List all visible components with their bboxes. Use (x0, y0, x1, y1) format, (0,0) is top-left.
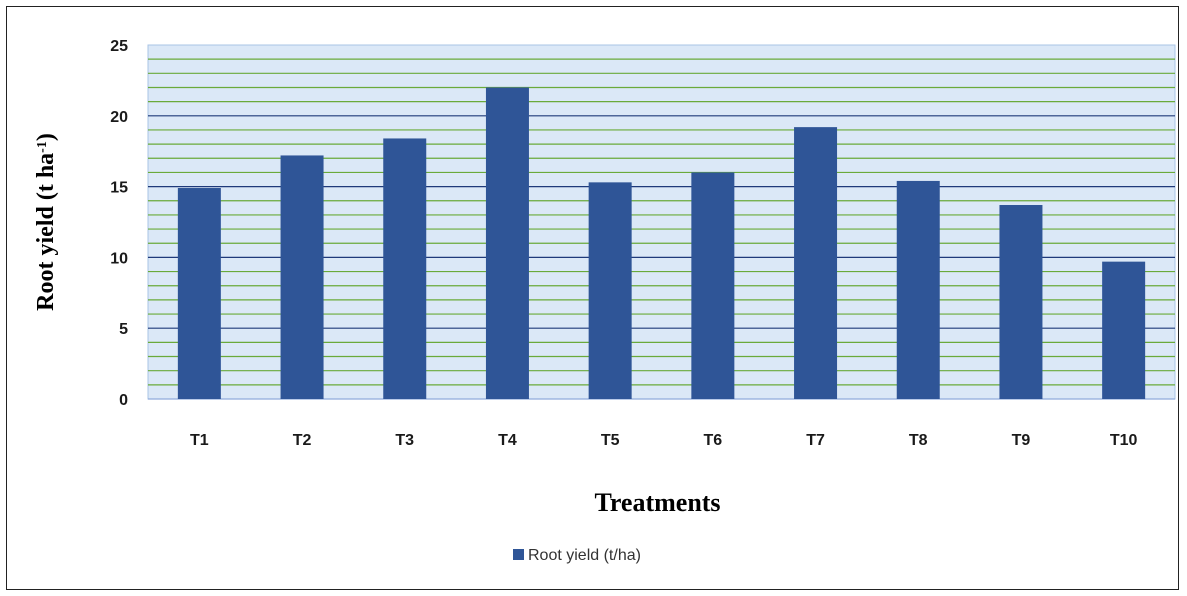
bar-chart: 0 5 10 15 20 25 T1 T2 T3 T4 T5 T6 T7 T8 T9 T10 Root yi… (33, 38, 1176, 564)
x-tick-label: T3 (395, 432, 414, 449)
bar-t7 (794, 127, 838, 400)
bar-t8 (896, 180, 940, 399)
x-axis-title: Treatments (594, 488, 720, 517)
bar-t3 (383, 138, 427, 399)
y-tick-labels: 0 5 10 15 20 25 (110, 38, 128, 409)
bar-t2 (280, 155, 324, 399)
x-tick-label: T9 (1012, 432, 1031, 449)
y-tick-label: 20 (110, 109, 128, 126)
x-tick-label: T5 (601, 432, 620, 449)
x-tick-label: T8 (909, 432, 928, 449)
y-tick-label: 0 (119, 392, 128, 409)
legend: Root yield (t/ha) (513, 547, 641, 564)
x-tick-label: T4 (498, 432, 517, 449)
x-tick-label: T6 (704, 432, 723, 449)
x-tick-label: T7 (806, 432, 825, 449)
bar-t10 (1102, 261, 1146, 399)
bar-t6 (691, 172, 735, 399)
y-axis-title-close: ) (33, 133, 59, 141)
bar-t5 (588, 182, 632, 399)
y-tick-label: 5 (119, 321, 128, 338)
y-axis-title: Root yield (t ha-1) (33, 133, 59, 311)
y-axis-title-main: Root yield (t ha (33, 153, 59, 311)
legend-label: Root yield (t/ha) (528, 547, 641, 564)
chart-frame: 0 5 10 15 20 25 T1 T2 T3 T4 T5 T6 T7 T8 T9 T10 Root yi… (6, 6, 1179, 590)
x-tick-labels: T1 T2 T3 T4 T5 T6 T7 T8 T9 T10 (190, 432, 1138, 449)
x-tick-label: T2 (293, 432, 312, 449)
bars (177, 87, 1146, 400)
x-tick-label: T10 (1110, 432, 1138, 449)
bar-t1 (177, 188, 221, 399)
y-tick-label: 10 (110, 250, 128, 267)
bar-t4 (485, 87, 529, 399)
legend-swatch (513, 549, 524, 560)
bar-t9 (999, 205, 1043, 399)
y-tick-label: 25 (110, 38, 128, 55)
y-axis-title-superscript: -1 (35, 141, 50, 153)
x-tick-label: T1 (190, 432, 209, 449)
y-tick-label: 15 (110, 180, 128, 197)
